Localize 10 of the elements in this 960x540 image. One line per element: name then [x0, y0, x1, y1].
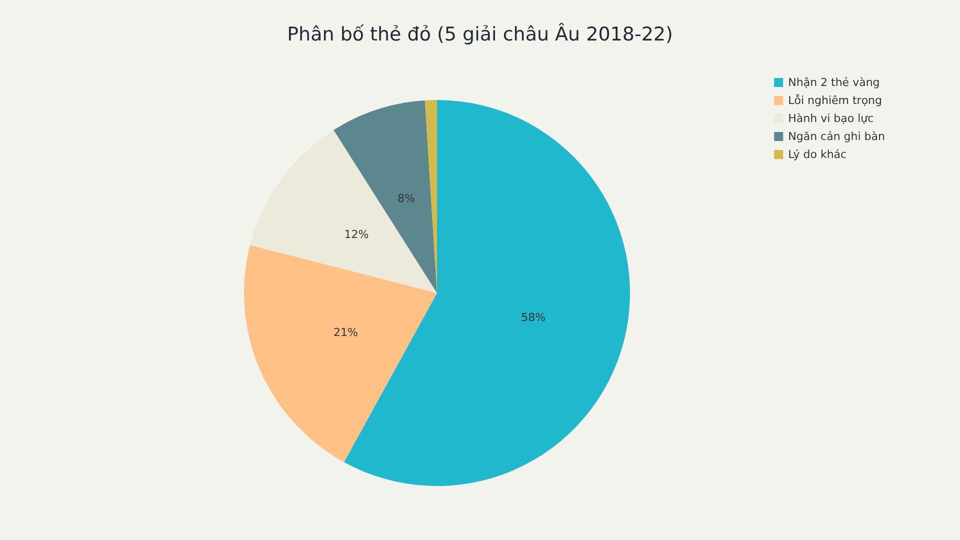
data-label: 12%	[344, 228, 369, 242]
legend-label: Nhận 2 thẻ vàng	[788, 76, 880, 89]
data-label: 8%	[398, 192, 415, 205]
data-label: 58%	[521, 311, 546, 324]
legend-label: Lý do khác	[788, 148, 847, 161]
legend-label: Lỗi nghiêm trọng	[788, 94, 882, 107]
data-label: 21%	[333, 326, 358, 340]
legend-label: Ngăn cản ghi bàn	[788, 130, 886, 143]
legend-label: Hành vi bạo lực	[788, 112, 874, 125]
chart-title: Phân bố thẻ đỏ (5 giải châu Âu 2018-22)	[287, 22, 673, 46]
